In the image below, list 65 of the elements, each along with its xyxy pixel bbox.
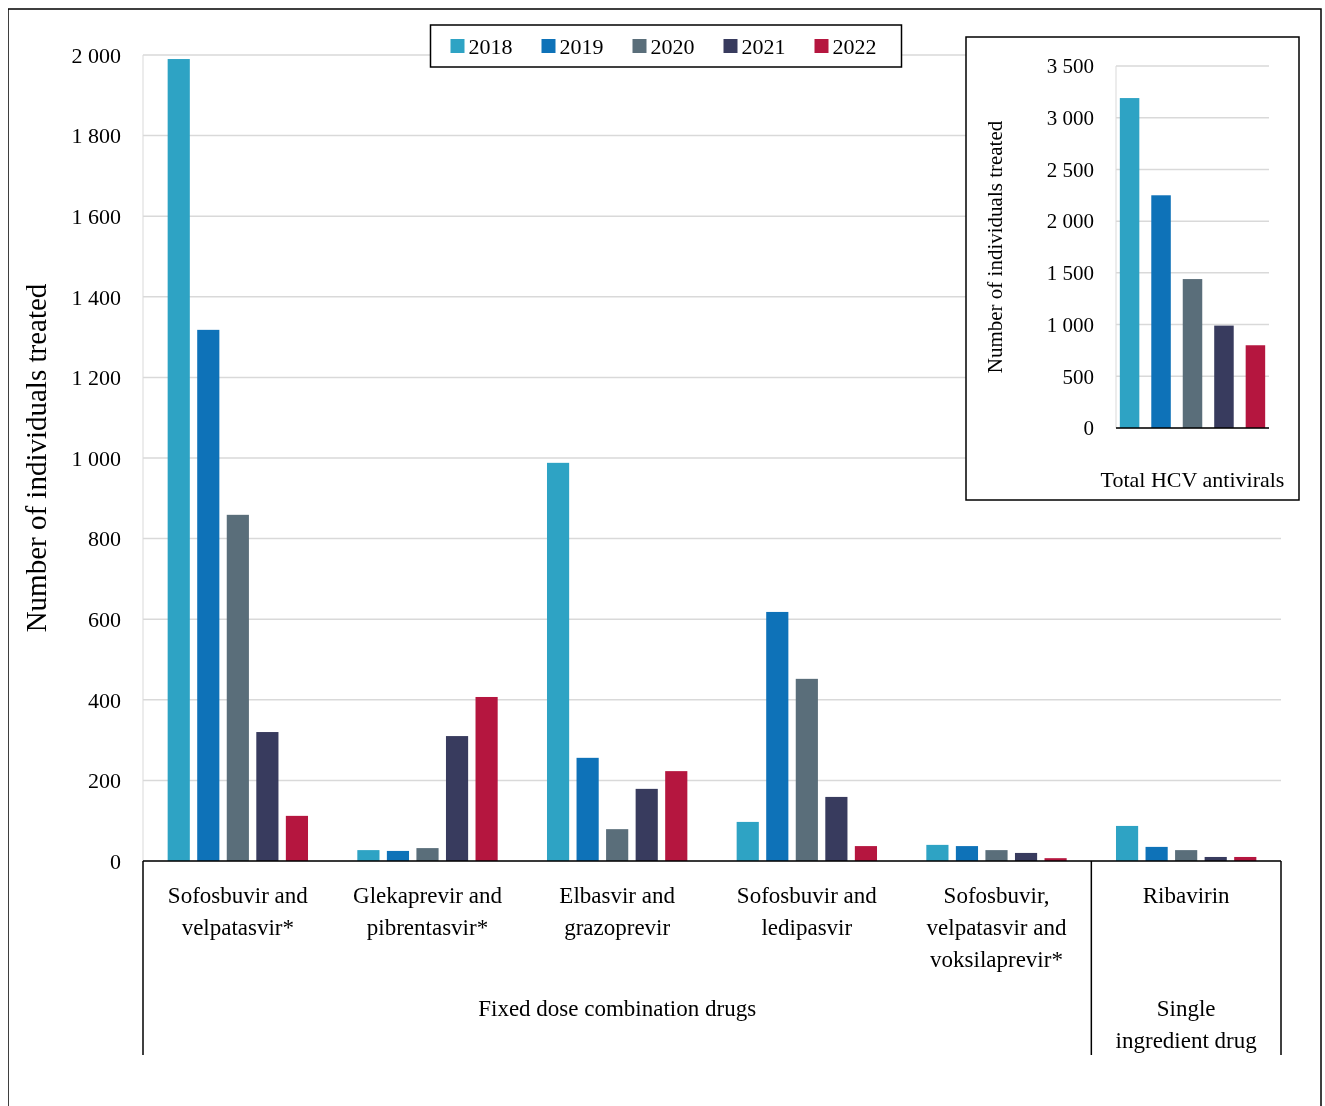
bar xyxy=(226,514,249,861)
bar xyxy=(795,678,818,861)
y-axis-title: Number of individuals treated xyxy=(983,120,1007,374)
y-tick-label: 2 000 xyxy=(1046,209,1094,234)
y-tick-label: 1 800 xyxy=(71,123,121,149)
y-tick-label: 0 xyxy=(1083,416,1094,441)
bar xyxy=(1119,98,1140,428)
text: Fixed dose combination drugs xyxy=(478,996,757,1021)
y-tick-label: 2 500 xyxy=(1046,157,1094,182)
bar xyxy=(665,771,688,861)
bar xyxy=(416,848,439,861)
x-tick-label: Sofosbuvir, velpatasvir and voksilaprevir* xyxy=(926,883,1067,973)
x-tick-label: Glekaprevir and pibrentasvir* xyxy=(353,883,503,941)
bar xyxy=(985,850,1008,861)
bar xyxy=(1151,195,1171,428)
bar xyxy=(825,796,848,861)
bar xyxy=(766,611,789,861)
y-tick-label: 1 500 xyxy=(1046,261,1094,286)
y-tick-label: 1 600 xyxy=(71,203,121,229)
y-tick-label: 200 xyxy=(88,768,121,794)
y-tick-label: 1 200 xyxy=(71,365,121,391)
legend-label: 2019 xyxy=(559,34,604,59)
legend-label: 2018 xyxy=(468,34,513,59)
x-tick-label: Elbasvir and grazoprevir xyxy=(559,883,676,941)
bar xyxy=(475,696,498,861)
bar xyxy=(1182,279,1203,428)
y-tick-label: 1 000 xyxy=(71,445,121,471)
y-tick-label: 600 xyxy=(88,606,121,632)
y-tick-label: 500 xyxy=(1062,364,1094,389)
bar xyxy=(926,844,949,861)
bar xyxy=(955,846,979,861)
bar xyxy=(606,829,629,861)
y-tick-label: 0 xyxy=(110,848,121,874)
bar xyxy=(546,462,570,861)
bar xyxy=(854,846,878,861)
x-tick-label: Total HCV antivirals xyxy=(1100,467,1285,492)
y-tick-label: 1 400 xyxy=(71,284,121,310)
y-tick-label: 2 000 xyxy=(71,42,121,68)
bar xyxy=(197,329,220,861)
x-tick-label: Sofosbuvir and ledipasvir xyxy=(736,883,878,941)
bar xyxy=(1115,825,1139,861)
bar xyxy=(445,736,469,861)
bar xyxy=(1175,850,1198,861)
bar xyxy=(1245,345,1266,428)
y-axis-title: Number of individuals treated xyxy=(20,283,52,633)
y-tick-label: 400 xyxy=(88,687,121,713)
text: Single ingredient drug xyxy=(1115,996,1258,1054)
x-tick-label: Ribavirin xyxy=(1142,883,1231,908)
x-tick-label: Sofosbuvir and velpatasvir* xyxy=(167,883,309,941)
bar xyxy=(576,757,599,861)
y-tick-label: 3 500 xyxy=(1046,54,1094,79)
bar xyxy=(1145,846,1168,861)
bar xyxy=(357,850,380,861)
bar xyxy=(635,788,658,861)
bar xyxy=(736,821,759,861)
bar xyxy=(256,732,279,861)
legend-label: 2020 xyxy=(650,34,695,59)
y-tick-label: 800 xyxy=(88,526,121,552)
bar xyxy=(167,59,190,861)
y-tick-label: 3 000 xyxy=(1046,106,1094,131)
bar xyxy=(1214,325,1234,428)
legend-label: 2022 xyxy=(832,34,877,59)
legend-label: 2021 xyxy=(741,34,786,59)
y-tick-label: 1 000 xyxy=(1046,312,1094,337)
bar xyxy=(285,815,309,861)
